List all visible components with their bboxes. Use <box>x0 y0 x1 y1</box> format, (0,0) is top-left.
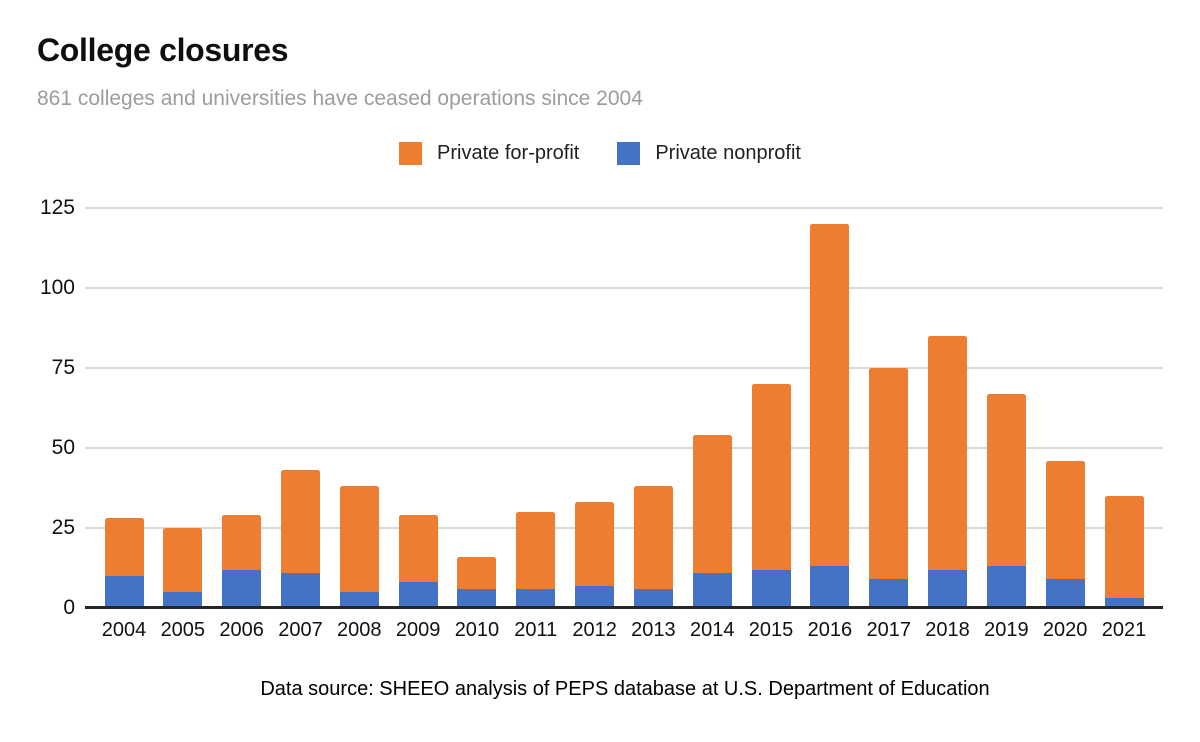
gridline-50 <box>85 447 1163 449</box>
x-tick-label-2015: 2015 <box>748 619 794 641</box>
bar-segment-nonprofit-2007 <box>280 572 320 608</box>
bar-segment-for-profit-2006 <box>222 515 262 570</box>
x-tick-label-2008: 2008 <box>337 619 382 641</box>
bar-segment-for-profit-2020 <box>1045 460 1085 580</box>
bar-segment-nonprofit-2021 <box>1104 598 1144 608</box>
bar-segment-for-profit-2004 <box>104 518 144 576</box>
bar-segment-nonprofit-2011 <box>516 588 556 608</box>
y-tick-label-75: 75 <box>51 356 75 379</box>
legend-label-nonprofit: Private nonprofit <box>655 142 801 164</box>
x-tick-label-2013: 2013 <box>631 619 676 641</box>
x-tick-label-2006: 2006 <box>219 619 264 641</box>
bar-segment-for-profit-2015 <box>751 384 791 570</box>
bar-segment-nonprofit-2005 <box>163 592 203 608</box>
bar-segment-nonprofit-2006 <box>222 569 262 608</box>
y-tick-label-125: 125 <box>39 196 75 219</box>
legend-label-for-profit: Private for-profit <box>437 142 580 164</box>
bar-segment-nonprofit-2015 <box>751 569 791 608</box>
bar-segment-for-profit-2013 <box>633 486 673 589</box>
gridline-75 <box>85 367 1163 369</box>
x-tick-label-2021: 2021 <box>1101 619 1147 641</box>
legend-swatch-for-profit-icon <box>399 142 423 165</box>
x-tick-label-2007: 2007 <box>278 619 323 641</box>
bar-segment-nonprofit-2012 <box>575 585 615 608</box>
bar-segment-nonprofit-2004 <box>104 576 144 608</box>
y-tick-label-100: 100 <box>39 276 75 299</box>
bar-segment-nonprofit-2020 <box>1045 579 1085 608</box>
x-tick-label-2011: 2011 <box>514 619 558 641</box>
bar-segment-nonprofit-2008 <box>339 592 379 608</box>
bar-segment-for-profit-2017 <box>869 368 909 580</box>
source-note: Data source: SHEEO analysis of PEPS data… <box>260 678 990 700</box>
x-tick-label-2019: 2019 <box>984 619 1029 641</box>
bar-segment-for-profit-2014 <box>692 435 732 573</box>
bar-segment-nonprofit-2010 <box>457 588 497 608</box>
plot-area: 0 25 50 75 100 125 2004 2005 2006 2007 2008 2009 201… <box>40 195 1163 641</box>
bar-segment-for-profit-2005 <box>163 528 203 592</box>
bar-segment-nonprofit-2016 <box>810 566 850 608</box>
bar-segment-for-profit-2021 <box>1104 496 1144 599</box>
bar-segment-nonprofit-2019 <box>986 566 1026 608</box>
y-tick-label-50: 50 <box>51 436 75 459</box>
bar-segment-for-profit-2011 <box>516 512 556 589</box>
legend-swatch-nonprofit-icon <box>617 142 641 165</box>
bar-segment-nonprofit-2009 <box>398 582 438 608</box>
legend-item-nonprofit: Private nonprofit <box>617 142 801 165</box>
bar-segment-nonprofit-2018 <box>928 569 968 608</box>
bar-segment-nonprofit-2014 <box>692 572 732 608</box>
bar-segment-for-profit-2018 <box>928 336 968 570</box>
bar-segment-for-profit-2009 <box>398 515 438 583</box>
gridline-125 <box>85 207 1163 209</box>
x-tick-label-2009: 2009 <box>395 619 441 641</box>
y-tick-label-25: 25 <box>51 516 75 539</box>
page-title: College closures <box>37 32 289 68</box>
bar-segment-nonprofit-2017 <box>869 579 909 608</box>
bar-segment-for-profit-2016 <box>810 224 850 567</box>
x-tick-label-2017: 2017 <box>866 619 911 641</box>
page-subtitle: 861 colleges and universities have cease… <box>37 87 643 110</box>
gridline-25 <box>85 527 1163 529</box>
x-tick-label-2004: 2004 <box>101 619 147 641</box>
x-axis-line <box>85 606 1163 609</box>
gridline-100 <box>85 287 1163 289</box>
legend-item-for-profit: Private for-profit <box>399 142 579 165</box>
x-tick-label-2010: 2010 <box>454 619 500 641</box>
x-tick-label-2020: 2020 <box>1042 619 1088 641</box>
bar-segment-for-profit-2010 <box>457 556 497 589</box>
x-tick-label-2016: 2016 <box>807 619 853 641</box>
bar-segment-for-profit-2007 <box>280 470 320 573</box>
x-tick-label-2012: 2012 <box>572 619 617 641</box>
bar-segment-for-profit-2019 <box>986 393 1026 567</box>
bar-segment-nonprofit-2013 <box>633 588 673 608</box>
legend: Private for-profit Private nonprofit <box>0 142 1200 165</box>
bar-segment-for-profit-2008 <box>339 486 379 592</box>
bar-segment-for-profit-2012 <box>575 502 615 586</box>
x-tick-label-2018: 2018 <box>925 619 970 641</box>
x-tick-label-2014: 2014 <box>689 619 735 641</box>
y-tick-label-0: 0 <box>63 596 75 619</box>
x-tick-label-2005: 2005 <box>160 619 206 641</box>
